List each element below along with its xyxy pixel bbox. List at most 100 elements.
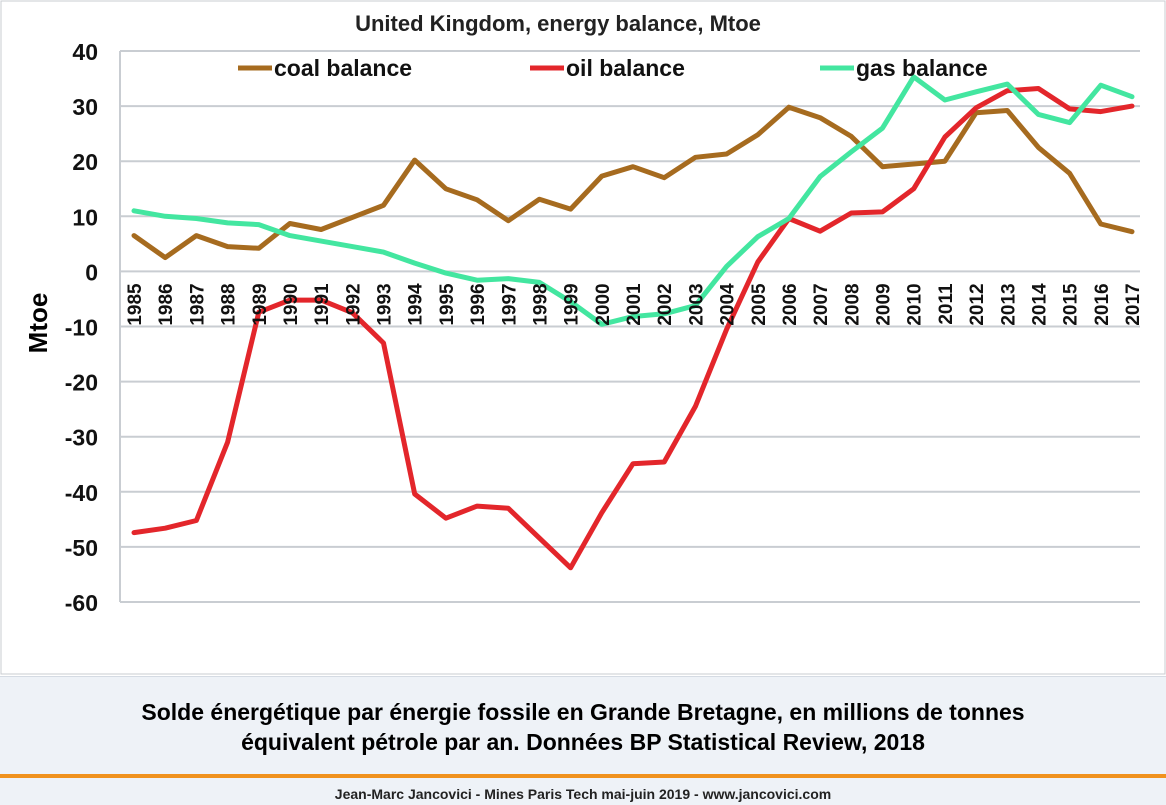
y-tick-label: -30 [65,425,98,451]
data-point [414,159,416,161]
data-point [819,176,821,178]
y-axis-label: Mtoe [23,293,53,354]
data-point [227,246,229,248]
series-lines [131,74,1135,571]
y-tick-labels: 40 30 20 10 0 -10 -20 -30 -40 -50 -60 [65,39,98,616]
data-point [726,265,728,267]
x-tick-label: 2002 [655,283,676,325]
data-point [445,272,447,274]
data-point [1100,111,1102,113]
data-point [476,279,478,281]
data-point [694,156,697,158]
x-tick-label: 1998 [530,283,551,325]
legend-label: oil balance [566,55,685,81]
x-tick-label: 2000 [593,283,614,325]
data-point [1131,231,1133,233]
x-tick-label: 1986 [156,283,177,325]
data-point [913,188,915,190]
data-point [414,262,416,264]
y-tick-label: -50 [65,535,98,561]
x-tick-label: 2014 [1029,283,1050,326]
x-tick-label: 1989 [250,283,271,325]
data-point [382,204,385,206]
x-tick-label: 1990 [281,283,302,325]
chart-panel: United Kingdom, energy balance, Mtoe Mto… [0,0,1166,676]
y-tick-label: -20 [65,370,98,396]
data-point [850,212,852,214]
caption-panel: Solde énergétique par énergie fossile en… [0,676,1166,775]
data-point [133,532,135,534]
data-point [289,299,291,301]
data-point [1131,96,1133,98]
y-tick-label: 30 [72,94,98,120]
data-point [881,127,884,129]
data-point [632,463,634,465]
data-point [351,216,353,218]
data-point [819,117,821,119]
x-tick-label: 1994 [406,283,427,326]
legend-label: gas balance [856,55,988,81]
data-point [694,405,697,407]
data-point [227,222,229,224]
data-point [975,112,977,114]
gridlines [119,50,1140,603]
x-tick-label: 1987 [187,283,208,325]
data-point [726,153,728,155]
data-point [788,106,790,108]
data-point [757,134,759,136]
data-point [601,175,603,177]
x-tick-label: 2013 [998,283,1019,325]
data-point [445,188,447,190]
data-point [601,512,603,514]
data-point [258,224,260,226]
data-point [538,281,541,283]
data-point [445,517,447,519]
x-tick-label: 1996 [468,283,489,325]
data-point [881,166,884,168]
data-point [382,251,385,253]
x-tick-label: 2003 [686,283,707,325]
data-point [507,220,509,222]
energy-balance-chart: United Kingdom, energy balance, Mtoe Mto… [0,0,1166,675]
data-point [1006,109,1008,112]
y-tick-label: 40 [72,39,98,65]
data-point [414,493,416,495]
data-point [570,301,572,303]
caption-line-1: Solde énergétique par énergie fossile en… [141,699,1025,725]
x-tick-label: 2017 [1123,283,1144,325]
x-tick-label: 1999 [562,283,583,325]
data-point [944,136,946,138]
data-point [881,211,884,213]
x-tick-label: 2008 [842,283,863,325]
x-tick-label: 1988 [219,283,240,325]
data-point [195,519,197,522]
data-point [351,246,353,248]
data-point [164,215,166,217]
data-point [1100,223,1102,225]
x-tick-label: 2010 [905,283,926,325]
data-point [133,235,135,237]
data-point [320,299,322,301]
legend: coal balance oil balance gas balance [238,55,988,81]
data-point [850,135,852,137]
x-tick-label: 2011 [936,283,957,325]
data-point [757,236,759,238]
data-point [944,160,946,162]
x-tick-label: 2016 [1092,283,1113,325]
y-tick-label: 20 [72,149,98,175]
data-point [913,76,915,78]
y-tick-label: 0 [85,259,98,285]
data-point [258,247,260,249]
data-point [258,311,260,313]
caption-line-2: équivalent pétrole par an. Données BP St… [241,729,925,755]
data-point [351,312,353,314]
data-point [507,278,509,280]
x-tick-label: 2007 [811,283,832,325]
data-point [570,208,572,210]
x-tick-label: 2001 [624,283,645,326]
data-point [382,342,385,344]
data-point [164,257,166,259]
data-point [601,323,603,325]
data-point [1037,146,1039,148]
y-tick-label: -10 [65,315,98,341]
